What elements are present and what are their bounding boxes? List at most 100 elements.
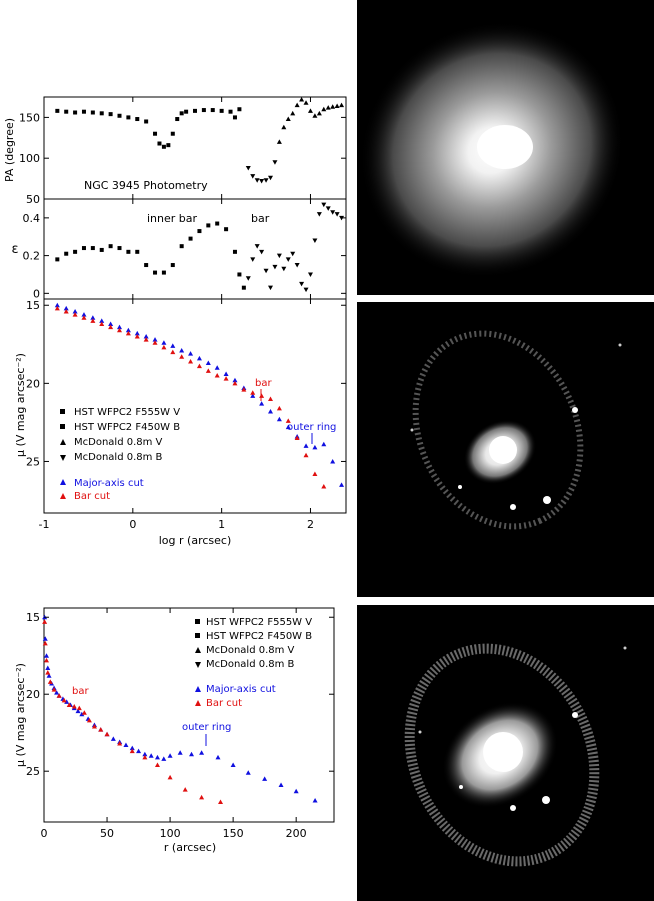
- legend-marker-f555w: [60, 409, 65, 414]
- mu_lin-ytick-label: 20: [26, 688, 40, 701]
- mu_log-series-0-point: [250, 393, 256, 398]
- eps-series-0-point: [55, 257, 60, 262]
- mu_log-series-0-point: [117, 324, 122, 330]
- pa-series-0-point: [81, 109, 86, 114]
- mu_log-ytick-label: 15: [26, 299, 40, 312]
- star: [618, 343, 622, 347]
- mu_lin-series-0-point: [312, 797, 318, 803]
- pa-series-0-point: [161, 144, 166, 149]
- mulin-legend-major-axis: Major-axis cut: [206, 684, 276, 695]
- pa-series-0-point: [73, 110, 78, 115]
- eps-series-0-point: [90, 246, 95, 251]
- star: [572, 712, 578, 718]
- pa-series-1-point: [268, 175, 273, 181]
- legend-marker-major-axis: [60, 479, 66, 485]
- legend-marker-mcd-b: [195, 662, 201, 668]
- mu_lin-xtick-label: 100: [160, 827, 181, 840]
- galaxy-image-top: [357, 0, 654, 295]
- pa-series-2-point: [285, 116, 291, 122]
- mu_log-series-1-point: [90, 318, 96, 323]
- eps-series-1-point: [245, 276, 251, 281]
- mu_log-series-1-point: [108, 324, 114, 330]
- mu_log-series-0-point: [330, 458, 336, 464]
- mu_lin-series-1-point: [142, 754, 148, 760]
- eps-series-0-point: [126, 249, 131, 254]
- mu_log-series-0-point: [134, 330, 140, 336]
- panel-eps: 0.4 0.2 0 inner bar bar ε: [11, 198, 347, 300]
- eps-series-0-point: [73, 249, 78, 254]
- mu_lin-series-0-point: [42, 636, 48, 641]
- eps-series-1-point: [330, 210, 336, 215]
- pa-ylabel: PA (degree): [3, 118, 16, 182]
- galaxy-bottom-ring: [404, 643, 600, 867]
- mulog-xlabel: log r (arcsec): [159, 534, 231, 547]
- mu_log-series-0-point: [125, 327, 131, 333]
- pa-series-0-point: [170, 131, 175, 136]
- eps-series-0-point: [170, 263, 175, 268]
- mu_lin-series-0-point: [64, 699, 70, 704]
- eps-ytick-label: 0.4: [23, 212, 41, 225]
- pa-series-0-point: [184, 109, 189, 114]
- pa-series-0-point: [201, 108, 206, 113]
- eps-series-1-point: [254, 244, 260, 249]
- mu_lin-series-0-point: [54, 690, 60, 695]
- mu_lin-series-1-point: [61, 697, 67, 703]
- mu_log-series-1-point: [285, 418, 291, 423]
- pa-series-0-point: [232, 115, 237, 120]
- mu_lin-series-0-point: [230, 762, 236, 768]
- eps-ytick-label: 0.2: [23, 250, 41, 263]
- pa-series-0-point: [219, 108, 224, 113]
- mu_lin-series-0-point: [199, 750, 205, 755]
- star: [410, 428, 414, 432]
- eps-series-1-point: [334, 212, 340, 217]
- mu_log-series-1-point: [143, 337, 149, 342]
- star: [458, 485, 462, 489]
- eps-series-0-point: [197, 229, 202, 234]
- pa-series-0-point: [144, 119, 149, 124]
- eps-series-1-point: [294, 263, 300, 268]
- mu_log-series-0-point: [188, 351, 194, 356]
- mu_log-series-1-point: [161, 344, 167, 350]
- eps-series-0-point: [117, 246, 122, 251]
- mu_log-series-1-point: [72, 312, 78, 317]
- mu_lin-series-0-point: [293, 788, 299, 794]
- pa-series-1-point: [254, 178, 260, 183]
- mu_lin-series-0-point: [123, 742, 129, 748]
- pa-series-0-point: [193, 108, 197, 113]
- mu_lin-series-0-point: [129, 745, 135, 751]
- mulin-legend: HST WFPC2 F555W V HST WFPC2 F450W B McDo…: [195, 617, 312, 709]
- mu_log-series-1-point: [312, 471, 318, 476]
- mu_lin-series-0-point: [245, 770, 251, 775]
- mu_lin-series-1-point: [218, 799, 224, 804]
- mu_log-series-0-point: [72, 308, 78, 314]
- eps-series-0-point: [153, 270, 158, 275]
- legend-marker-mcd-v: [195, 647, 201, 653]
- mu_log-series-1-point: [259, 393, 265, 398]
- mu_lin-series-0-point: [262, 776, 268, 781]
- mu_log-ytick-label: 20: [26, 377, 40, 390]
- mu_lin-series-1-point: [91, 724, 97, 729]
- mu_log-series-0-point: [223, 371, 229, 376]
- mulin-xlabel: r (arcsec): [164, 841, 216, 854]
- mu_log-series-0-point: [90, 315, 96, 320]
- pa-series-0-point: [166, 143, 171, 148]
- pa-series-2-point: [290, 110, 296, 116]
- pa-series-1-point: [272, 160, 278, 165]
- pa-series-2-point: [303, 100, 309, 105]
- mu_lin-xtick-label: 0: [41, 827, 48, 840]
- mu_log-series-1-point: [170, 349, 176, 355]
- mu_lin-series-1-point: [86, 717, 92, 723]
- mu_log-series-0-point: [54, 302, 60, 308]
- mu_lin-series-1-point: [42, 640, 48, 646]
- pa-ytick-label: 50: [26, 193, 40, 206]
- mulog-annotation-outer-ring: outer ring: [287, 422, 336, 433]
- mu_lin-series-0-point: [110, 736, 116, 741]
- pa-series-2-point: [294, 102, 300, 108]
- eps-series-1-point: [299, 281, 305, 287]
- mu_log-series-1-point: [276, 405, 282, 411]
- eps-series-0-point: [215, 221, 220, 226]
- mu_lin-xtick-label: 150: [223, 827, 244, 840]
- eps-series-0-point: [135, 249, 140, 254]
- mu_log-series-1-point: [117, 327, 122, 333]
- eps-ylabel: ε: [11, 242, 18, 257]
